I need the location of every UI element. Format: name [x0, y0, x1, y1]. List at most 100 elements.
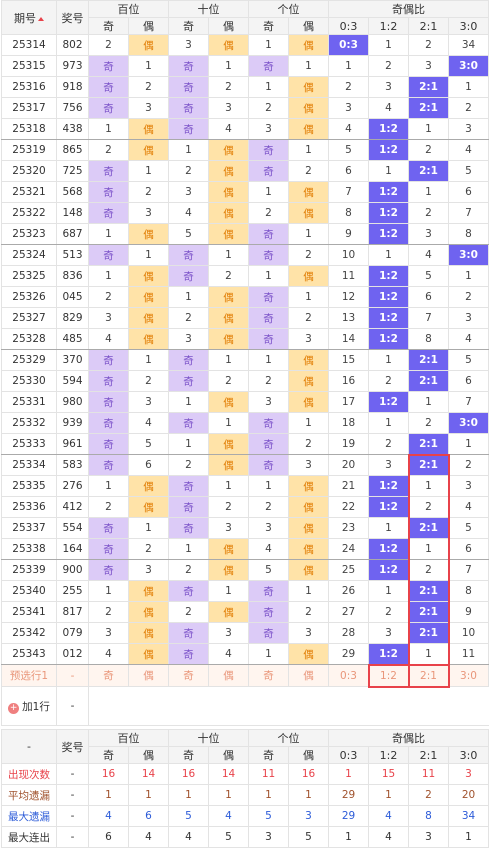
preselect-cell[interactable]: 奇 — [248, 664, 289, 687]
trend-cell: 偶 — [288, 265, 329, 287]
stat-cell: 15 — [368, 763, 409, 785]
trend-cell: 2:1 — [408, 349, 449, 371]
group-header: 奇偶比 — [328, 729, 489, 747]
trend-cell: 2 — [368, 601, 409, 623]
trend-cell: 6 — [448, 538, 489, 560]
preselect-cell[interactable]: 奇 — [88, 664, 129, 687]
trend-cell: 6 — [448, 181, 489, 203]
trend-cell: 奇 — [168, 244, 209, 266]
header-row: 期号 奖号 百位 十位 个位 奇偶比 — [1, 0, 489, 35]
trend-cell: 0:3 — [328, 34, 369, 56]
number-cell: 973 — [56, 55, 89, 77]
trend-cell: 1 — [288, 580, 329, 602]
trend-cell: 6 — [328, 160, 369, 182]
trend-cell: 奇 — [88, 412, 129, 434]
preselect-cell[interactable]: 2:1 — [408, 664, 449, 687]
issue-cell: 25327 — [1, 307, 57, 329]
trend-cell: 偶 — [288, 118, 329, 140]
trend-cell: 奇 — [248, 454, 289, 476]
stat-cell: 1 — [328, 763, 369, 785]
issue-cell: 25320 — [1, 160, 57, 182]
trend-cell: 21 — [328, 475, 369, 497]
number-cell: 513 — [56, 244, 89, 266]
trend-cell: 1 — [248, 643, 289, 665]
trend-cell: 1 — [168, 433, 209, 455]
trend-cell: 2 — [408, 559, 449, 581]
trend-cell: 1 — [248, 76, 289, 98]
preselect-cell[interactable]: 3:0 — [448, 664, 489, 687]
preselect-cell[interactable]: 偶 — [208, 664, 249, 687]
stat-cell: 5 — [248, 805, 289, 827]
number-cell: 594 — [56, 370, 89, 392]
stat-cell: 11 — [248, 763, 289, 785]
trend-cell: 1 — [248, 181, 289, 203]
trend-cell: 3 — [208, 622, 249, 644]
trend-cell: 2 — [408, 34, 449, 56]
stat-row: 出现次数 -16 14 16 14 11 16 1 15 11 3 — [1, 763, 489, 785]
sub-header: 偶 — [208, 17, 249, 35]
trend-cell: 5 — [448, 349, 489, 371]
number-cell: 725 — [56, 160, 89, 182]
trend-cell: 1 — [288, 223, 329, 245]
trend-cell: 10 — [328, 244, 369, 266]
trend-cell: 2 — [208, 496, 249, 518]
trend-cell: 奇 — [88, 244, 129, 266]
issue-cell: 25341 — [1, 601, 57, 623]
trend-cell: 1 — [328, 55, 369, 77]
trend-cell: 偶 — [128, 580, 169, 602]
issue-cell: 25315 — [1, 55, 57, 77]
trend-cell: 19 — [328, 433, 369, 455]
sub-header: 奇 — [248, 17, 289, 35]
preselect-cell[interactable]: 0:3 — [328, 664, 369, 687]
trend-cell: 奇 — [88, 349, 129, 371]
add-button[interactable]: + 加1行 — [1, 686, 57, 726]
number-cell: 583 — [56, 454, 89, 476]
trend-cell: 奇 — [168, 55, 209, 77]
preselect-cell[interactable]: 1:2 — [368, 664, 409, 687]
trend-cell: 奇 — [168, 265, 209, 287]
trend-cell: 4 — [448, 328, 489, 350]
preselect-cell[interactable]: 偶 — [288, 664, 329, 687]
sub-header: 偶 — [288, 17, 329, 35]
stat-cell: 5 — [288, 826, 329, 848]
trend-cell: 奇 — [248, 139, 289, 161]
preselect-cell[interactable]: 偶 — [128, 664, 169, 687]
data-row: 25334 583 奇 6 2 偶奇 3 20 3 2:1 2 — [1, 454, 489, 476]
trend-cell: 偶 — [208, 328, 249, 350]
trend-cell: 奇 — [88, 97, 129, 119]
preselect-cell[interactable]: 奇 — [168, 664, 209, 687]
trend-cell: 1:2 — [368, 265, 409, 287]
group-header: 十位 — [168, 0, 249, 18]
number-cell: 485 — [56, 328, 89, 350]
trend-cell: 2 — [168, 454, 209, 476]
trend-cell: 偶 — [128, 475, 169, 497]
stat-cell: 1 — [208, 784, 249, 806]
stat-cell: 1 — [128, 784, 169, 806]
header-cell: 奖号 — [56, 729, 89, 764]
group-header: 百位 — [88, 0, 169, 18]
data-row: 25320 725 奇 1 2 偶奇 2 6 1 2:1 5 — [1, 160, 489, 182]
add-label: 加1行 — [22, 700, 50, 713]
stat-cell: 5 — [168, 805, 209, 827]
number-cell: 079 — [56, 622, 89, 644]
trend-cell: 2 — [208, 265, 249, 287]
trend-cell: 1 — [128, 160, 169, 182]
trend-cell: 奇 — [88, 181, 129, 203]
preselect-cell: - — [56, 664, 89, 687]
trend-cell: 5 — [168, 223, 209, 245]
data-row: 25343 012 4 偶奇 4 1 偶 29 1:2 1 11 — [1, 643, 489, 665]
data-row: 25327 829 3 偶 2 偶奇 2 13 1:2 7 3 — [1, 307, 489, 329]
stat-cell: 29 — [328, 805, 369, 827]
trend-cell: 偶 — [208, 181, 249, 203]
issue-cell: 25343 — [1, 643, 57, 665]
number-cell: 939 — [56, 412, 89, 434]
data-row: 25328 485 4 偶 3 偶奇 3 14 1:2 8 4 — [1, 328, 489, 350]
trend-cell: 奇 — [88, 76, 129, 98]
trend-cell: 3 — [128, 97, 169, 119]
stat-cell: 平均遗漏 — [1, 784, 57, 806]
stat-cell: 14 — [208, 763, 249, 785]
trend-cell: 偶 — [288, 370, 329, 392]
trend-cell: 4 — [128, 412, 169, 434]
number-cell: 687 — [56, 223, 89, 245]
